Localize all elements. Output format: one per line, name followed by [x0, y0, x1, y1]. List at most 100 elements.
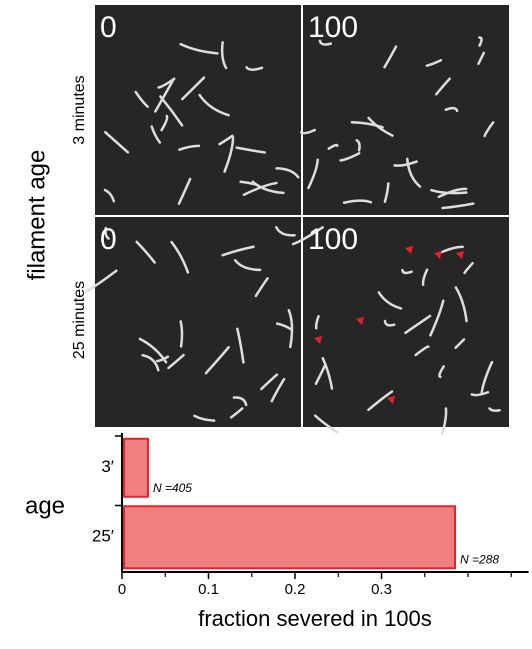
micrograph [303, 217, 509, 427]
panel-label: 100 [308, 223, 358, 256]
filament [439, 245, 464, 254]
filament [441, 202, 475, 210]
filament [233, 259, 262, 272]
filament [437, 187, 468, 199]
filament [444, 106, 459, 113]
filament [135, 240, 156, 264]
filament [425, 58, 443, 67]
filament [104, 130, 130, 154]
x-tick-label: 0.3 [371, 581, 392, 598]
filament [299, 128, 317, 135]
filament [367, 390, 394, 412]
bar-annotation: N =288 [460, 552, 499, 566]
y-label: filament age [23, 150, 50, 281]
y-tick-label: 25′ [92, 527, 114, 546]
y-axis-title: age [25, 492, 65, 519]
filament [179, 320, 184, 348]
filament [350, 120, 384, 129]
filament [314, 315, 320, 330]
filament [254, 277, 269, 298]
filament [260, 373, 279, 391]
panel-label: 0 [100, 223, 117, 256]
filament [291, 226, 324, 246]
x-tick-label: 0.1 [198, 581, 219, 598]
filament [477, 51, 486, 65]
filament [421, 268, 429, 287]
filament [275, 322, 292, 331]
x-tick-label: 0.2 [285, 581, 306, 598]
filament [393, 160, 418, 167]
filament [245, 66, 264, 71]
filament [150, 125, 162, 144]
arrowhead [434, 251, 442, 259]
filament [134, 90, 149, 109]
panel-label: 0 [100, 11, 117, 44]
filament [342, 199, 373, 204]
filament [383, 45, 398, 69]
arrowhead [456, 251, 464, 259]
filament [483, 121, 495, 138]
filament [434, 77, 451, 96]
arrowhead [356, 317, 364, 325]
filament [313, 414, 339, 434]
filament [383, 182, 390, 204]
filament [181, 76, 206, 101]
filament [383, 319, 396, 327]
filament [232, 396, 248, 407]
filament [414, 345, 430, 357]
arrowhead [405, 246, 413, 254]
arrowhead [314, 336, 322, 344]
micrograph [303, 5, 509, 215]
filament [177, 177, 192, 205]
filament [275, 226, 296, 237]
row-label: 25 minutes [71, 281, 88, 359]
bar [123, 437, 149, 498]
filament [236, 327, 245, 364]
filament [307, 158, 319, 190]
filament [193, 414, 216, 422]
filament [488, 407, 501, 412]
filament [198, 93, 230, 117]
x-tick-label: 0 [118, 581, 126, 598]
filament [155, 355, 170, 363]
filament [178, 144, 201, 151]
filament [470, 391, 490, 397]
filament [104, 226, 110, 240]
filament [154, 79, 175, 113]
filament [223, 136, 235, 173]
micrograph [95, 217, 301, 427]
filament [160, 114, 169, 132]
filament [220, 41, 228, 70]
filament [355, 139, 361, 152]
filament [242, 181, 278, 196]
filament [454, 338, 466, 349]
filament [229, 407, 244, 419]
filament [103, 188, 116, 203]
filament [235, 146, 267, 154]
filament [270, 377, 286, 403]
filament [179, 42, 219, 55]
filament [478, 36, 483, 47]
filament [480, 360, 494, 394]
filament [221, 245, 255, 257]
filament [404, 314, 432, 335]
filament [367, 116, 394, 137]
filament [318, 39, 333, 46]
row-label: 3 minutes [71, 75, 88, 144]
filament [84, 269, 118, 294]
filament [251, 180, 285, 195]
filament [377, 291, 403, 310]
filament [463, 261, 474, 275]
filament [406, 157, 422, 188]
bar [123, 505, 457, 570]
filament [440, 407, 448, 436]
filament [314, 363, 327, 386]
filament [167, 353, 185, 370]
filament [339, 152, 361, 162]
filament [327, 143, 339, 150]
filament [141, 353, 160, 372]
filament [429, 299, 445, 337]
bar-annotation: N =405 [153, 481, 192, 495]
filament [401, 268, 413, 275]
